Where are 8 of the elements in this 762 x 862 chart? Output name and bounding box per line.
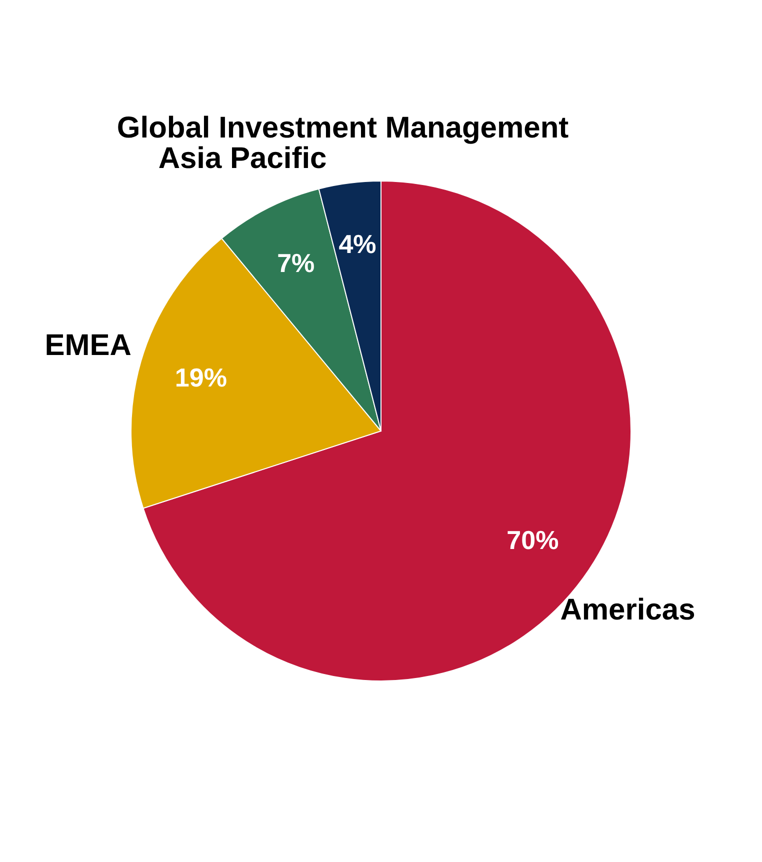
data-label: 4%	[338, 228, 376, 259]
data-label: 70%	[506, 525, 559, 556]
slice-label: Americas	[560, 593, 696, 626]
slice-label: Global Investment Management	[116, 111, 569, 144]
slice-label: EMEA	[44, 328, 132, 362]
data-label: 7%	[277, 248, 315, 278]
slice-label: Asia Pacific	[158, 142, 327, 176]
data-label: 19%	[174, 362, 227, 393]
